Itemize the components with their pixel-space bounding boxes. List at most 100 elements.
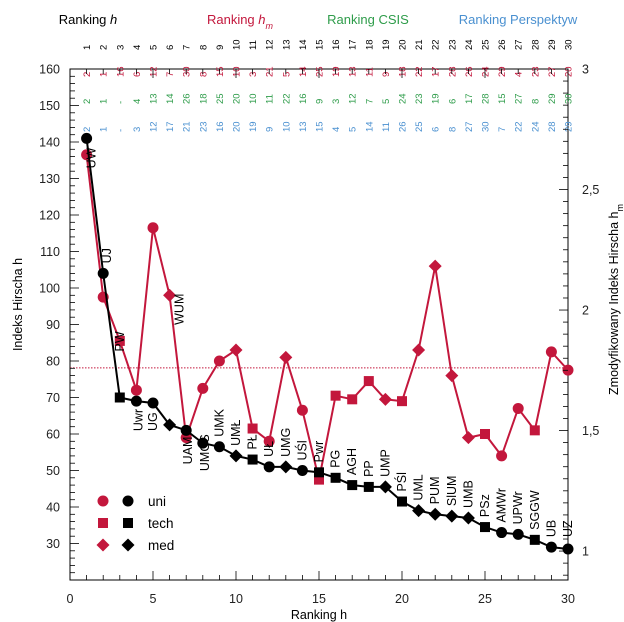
- series-h-line: [85, 138, 569, 550]
- ranking-perspektyw-value: 7: [497, 127, 508, 132]
- y-left-tick-label: 40: [46, 501, 60, 515]
- header-title: Ranking CSIS: [327, 12, 409, 27]
- ranking-perspektyw-value: 5: [348, 127, 359, 132]
- ranking-h-value: 29: [547, 39, 558, 50]
- x-tick-label: 10: [229, 592, 243, 606]
- ranking-hm-value: 5: [281, 72, 292, 77]
- ranking-hm-value: 2: [82, 72, 93, 77]
- series-hm-point: [496, 450, 508, 462]
- series-hm-point: [279, 350, 293, 364]
- ranking-csis-value: 18: [198, 93, 209, 104]
- y-right-axis-title-text: Zmodyfikowany Indeks Hirscha h: [607, 212, 621, 395]
- ranking-csis-value: 11: [265, 94, 276, 104]
- ranking-hm-value: 29: [497, 66, 508, 77]
- series-h-point: [461, 511, 475, 525]
- series-hm-point: [130, 384, 142, 396]
- legend-marker-hm: [96, 538, 110, 552]
- header-title-var: h: [110, 12, 117, 27]
- point-label: UW: [85, 147, 99, 168]
- header-title: Ranking h: [59, 12, 118, 27]
- x-tick-label: 30: [561, 592, 575, 606]
- x-axis-title: Ranking h: [291, 608, 347, 622]
- ranking-perspektyw-value: 20: [232, 121, 243, 132]
- header-title-text: Ranking: [207, 12, 258, 27]
- ranking-csis-value: 23: [414, 93, 425, 104]
- ranking-h-value: 24: [464, 39, 475, 50]
- point-label: PŚl: [394, 472, 409, 491]
- series-group: [81, 132, 574, 555]
- ranking-csis-value: 13: [149, 93, 160, 104]
- ranking-h-value: 6: [165, 45, 176, 50]
- series-hm-point: [545, 346, 557, 358]
- ranking-h-value: 15: [315, 39, 326, 50]
- y-right-axis-title-sub: m: [615, 204, 624, 212]
- y-right-tick-label: 1: [582, 545, 589, 559]
- header-title-var: h: [258, 12, 265, 27]
- ranking-hm-value: 27: [547, 66, 558, 77]
- chart-frame: [69, 68, 569, 581]
- series-h-point: [562, 543, 574, 555]
- ranking-perspektyw-value: 27: [464, 121, 475, 132]
- ranking-perspektyw-value: 11: [381, 122, 392, 132]
- ranking-hm-value: 10: [232, 66, 243, 77]
- legend: uni tech med: [96, 494, 174, 553]
- series-h-point: [314, 467, 324, 478]
- ranking-hm-value: 22: [414, 66, 425, 77]
- ranking-h-value: 14: [298, 39, 309, 50]
- series-h-point: [163, 418, 177, 432]
- point-label: AMWr: [495, 488, 509, 523]
- series-hm-point: [330, 390, 341, 401]
- ranking-hm-value: 1: [99, 72, 110, 77]
- axes: 3040506070809010011012013014015016011,52…: [11, 63, 624, 622]
- point-label: UG: [146, 412, 160, 431]
- y-left-tick-label: 100: [39, 282, 60, 296]
- series-hm-point: [512, 402, 524, 414]
- series-hm-point: [229, 343, 243, 357]
- ranking-hm-value: 14: [298, 66, 309, 77]
- ranking-csis-value: 16: [298, 93, 309, 104]
- series-h-point: [263, 461, 275, 473]
- ranking-h-value: 22: [431, 39, 442, 50]
- point-label: UŚl: [294, 440, 309, 460]
- header-title-text: Ranking: [59, 12, 110, 27]
- series-h-point: [397, 496, 407, 507]
- ranking-csis-value: 1: [99, 99, 110, 104]
- series-h-point: [97, 267, 109, 279]
- ranking-csis-value: 8: [530, 99, 541, 104]
- ranking-h-value: 23: [447, 39, 458, 50]
- series-h-point: [545, 541, 557, 553]
- ranking-perspektyw-value: 10: [281, 121, 292, 132]
- y-left-tick-label: 70: [46, 391, 60, 405]
- ranking-csis-value: 17: [464, 93, 475, 104]
- header-title-sub: m: [266, 21, 274, 31]
- series-hm-point: [480, 429, 490, 439]
- y-left-tick-label: 150: [39, 99, 60, 113]
- ranking-hm-value: 30: [182, 66, 193, 77]
- series-h-point: [130, 395, 142, 407]
- point-label: UB: [544, 520, 558, 537]
- ranking-h-value: 1: [82, 45, 93, 50]
- series-h-point: [363, 481, 374, 492]
- series-h-point: [279, 460, 293, 474]
- series-hm-point: [247, 423, 258, 434]
- ranking-hm-value: 11: [364, 67, 375, 77]
- y-left-tick-label: 130: [39, 172, 60, 186]
- ranking-perspektyw-value: 17: [165, 121, 176, 132]
- point-label: UML: [412, 474, 426, 500]
- series-h-point: [229, 449, 243, 463]
- ranking-h-value: 19: [381, 39, 392, 50]
- ranking-h-value: 9: [215, 45, 226, 50]
- series-hm-point: [296, 404, 308, 416]
- point-label: AGH: [345, 448, 359, 475]
- ranking-hm-value: 12: [149, 66, 160, 77]
- ranking-hm-value: 15: [215, 66, 226, 77]
- point-label: UZ: [561, 520, 575, 537]
- ranking-csis-value: 10: [248, 93, 259, 104]
- ranking-csis-value: 24: [398, 93, 409, 104]
- series-h-point: [378, 480, 392, 494]
- ranking-hm-value: 19: [331, 66, 342, 77]
- point-label: PUM: [428, 477, 442, 505]
- ranking-perspektyw-value: -: [115, 129, 126, 132]
- ranking-csis-value: 28: [481, 93, 492, 104]
